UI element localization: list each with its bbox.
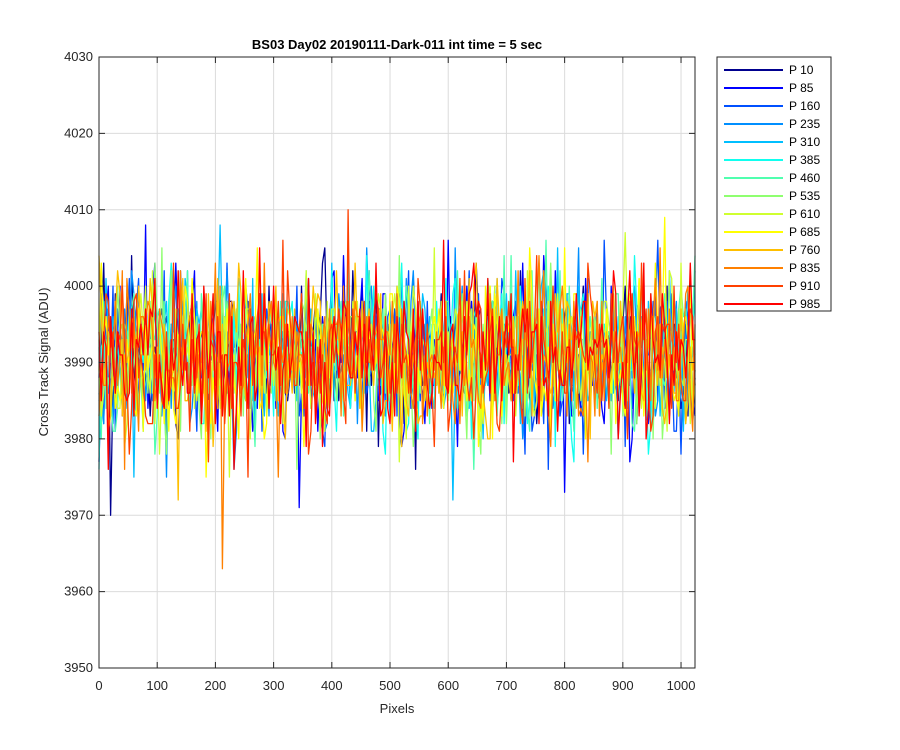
series-line-p-760 bbox=[98, 255, 696, 501]
legend-label: P 10 bbox=[789, 63, 814, 77]
y-tick-label: 3950 bbox=[64, 660, 93, 675]
legend-label: P 685 bbox=[789, 225, 820, 239]
x-tick-label: 0 bbox=[95, 678, 102, 693]
x-tick-label: 100 bbox=[146, 678, 168, 693]
y-tick-label: 3970 bbox=[64, 507, 93, 522]
x-tick-label: 500 bbox=[379, 678, 401, 693]
x-tick-labels: 0 100 200 300 400 500 600 700 800 900 1000 bbox=[95, 678, 695, 693]
legend-label: P 835 bbox=[789, 261, 820, 275]
x-tick-label: 700 bbox=[496, 678, 518, 693]
series-lines bbox=[98, 209, 696, 570]
chart-title: BS03 Day02 20190111-Dark-011 int time = … bbox=[252, 37, 542, 52]
y-tick-label: 3980 bbox=[64, 431, 93, 446]
x-tick-label: 300 bbox=[263, 678, 285, 693]
x-axis-label: Pixels bbox=[380, 701, 415, 716]
x-tick-label: 900 bbox=[612, 678, 634, 693]
y-tick-label: 4020 bbox=[64, 125, 93, 140]
legend-label: P 760 bbox=[789, 243, 820, 257]
x-tick-label: 800 bbox=[554, 678, 576, 693]
legend-label: P 985 bbox=[789, 297, 820, 311]
y-tick-label: 4030 bbox=[64, 49, 93, 64]
y-tick-label: 4000 bbox=[64, 278, 93, 293]
y-tick-label: 4010 bbox=[64, 202, 93, 217]
y-tick-label: 3990 bbox=[64, 355, 93, 370]
legend-label: P 160 bbox=[789, 99, 820, 113]
legend-label: P 85 bbox=[789, 81, 814, 95]
x-tick-label: 1000 bbox=[667, 678, 696, 693]
series-line-p-985 bbox=[98, 239, 695, 471]
y-tick-labels: 3950 3960 3970 3980 3990 4000 4010 4020 4030 bbox=[64, 49, 93, 675]
x-tick-label: 200 bbox=[205, 678, 227, 693]
legend-label: P 310 bbox=[789, 135, 820, 149]
y-tick-label: 3960 bbox=[64, 584, 93, 599]
legend: P 10 P 85 P 160 P 235 P 310 P 385 P 460 P 535 P … bbox=[716, 56, 832, 312]
tick-marks bbox=[98, 56, 695, 669]
x-tick-label: 600 bbox=[437, 678, 459, 693]
legend-label: P 235 bbox=[789, 117, 820, 131]
legend-label: P 910 bbox=[789, 279, 820, 293]
legend-label: P 535 bbox=[789, 189, 820, 203]
series-line-p-910 bbox=[98, 209, 696, 478]
x-tick-label: 400 bbox=[321, 678, 343, 693]
y-axis-label: Cross Track Signal (ADU) bbox=[36, 288, 51, 437]
legend-label: P 610 bbox=[789, 207, 820, 221]
legend-label: P 460 bbox=[789, 171, 820, 185]
legend-label: P 385 bbox=[789, 153, 820, 167]
